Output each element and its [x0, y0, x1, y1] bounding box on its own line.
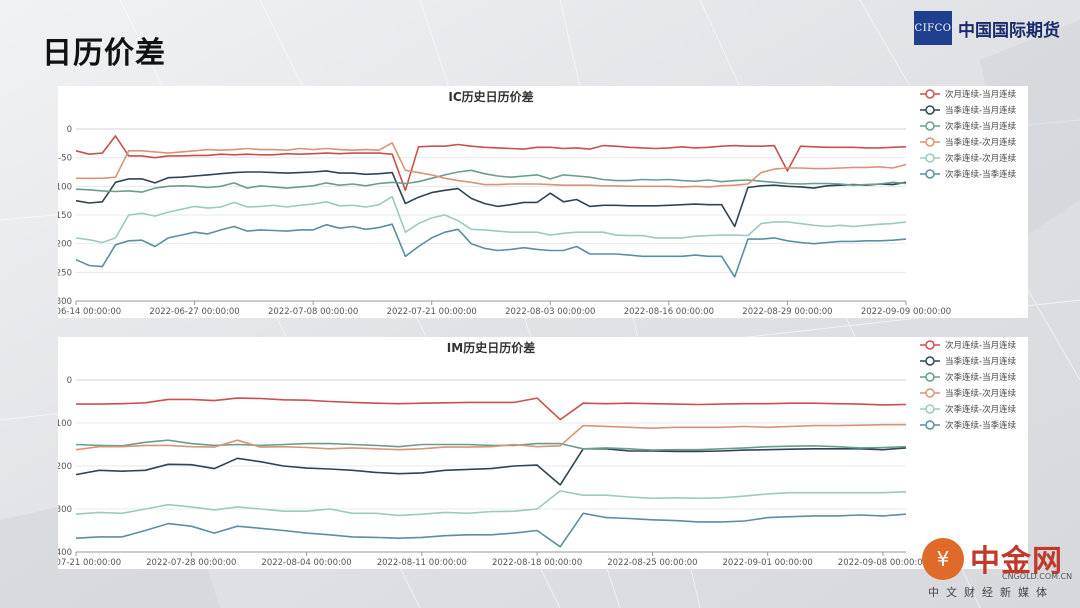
x-tick-label: 2022-08-04 00:00:00 [261, 558, 351, 568]
y-tick-label: -200 [58, 240, 72, 250]
legend-marker [925, 137, 935, 147]
x-tick-label: 2022-08-03 00:00:00 [505, 307, 595, 317]
y-tick-label: -400 [58, 548, 72, 558]
legend-label: 当季连续-当月连续 [945, 356, 1017, 367]
legend-marker [925, 388, 935, 398]
legend-label: 次季连续-当季连续 [945, 420, 1017, 431]
watermark-name: 中金网 [970, 544, 1063, 579]
legend-label: 次季连续-当月连续 [945, 121, 1017, 132]
legend-marker [925, 169, 935, 179]
y-tick-label: -100 [58, 419, 72, 429]
logo-name: 中国国际期货 [958, 20, 1060, 41]
legend-label: 次季连续-当月连续 [945, 372, 1017, 383]
x-tick-label: 2022-09-08 00:00:00 [838, 558, 928, 568]
ic-calendar-spread-chart: IC历史日历价差0-50-100-150-200-250-3002022-06-… [58, 89, 1017, 317]
x-tick-label: 2022-08-16 00:00:00 [624, 307, 714, 317]
legend-label: 当季连续-当月连续 [945, 105, 1017, 116]
legend-marker [925, 356, 935, 366]
series-line-2 [75, 447, 907, 486]
x-tick-label: 2022-06-27 00:00:00 [149, 307, 239, 317]
y-tick-label: -150 [58, 211, 72, 221]
legend-label: 次季连续-次月连续 [945, 404, 1017, 415]
series-line-4 [75, 423, 906, 451]
x-tick-label: 2022-07-08 00:00:00 [268, 307, 358, 317]
watermark: ¥ 中金网 CNGOLD.COM.CN 中文财经新媒体 [918, 532, 1078, 602]
series-line-2 [75, 170, 907, 228]
im-chart-panel: IM历史日历价差 0 -100 -200 -300 -4002022-07-21 00:0… [58, 337, 1028, 569]
x-tick-label: 2022-08-25 00:00:00 [607, 558, 697, 568]
series-line-5 [75, 490, 907, 517]
y-tick-label: -50 [58, 154, 72, 164]
series-line-5 [75, 195, 907, 244]
series-line-1 [76, 397, 907, 421]
legend-marker [925, 121, 935, 131]
y-tick-label: -300 [58, 297, 72, 307]
watermark-subtitle: 中文财经新媒体 [928, 586, 1054, 599]
company-logo: CIFCO 中国国际期货 [914, 10, 1060, 46]
cngold-logo-icon: ¥ [922, 538, 964, 580]
x-tick-label: 2022-08-11 00:00:00 [377, 558, 467, 568]
x-tick-label: 2022-08-29 00:00:00 [742, 307, 832, 317]
legend-marker [925, 89, 935, 99]
legend-marker [925, 420, 935, 430]
x-tick-label: 2022-07-28 00:00:00 [146, 558, 236, 568]
legend-label: 次月连续-当月连续 [945, 340, 1017, 351]
series-line-1 [75, 135, 907, 192]
legend-marker [925, 340, 935, 350]
y-tick-label: -100 [58, 182, 72, 192]
logo-mark: CIFCO [914, 11, 952, 45]
y-tick-label: 0 [67, 376, 72, 386]
y-tick-label: -250 [58, 268, 72, 278]
x-tick-label: 2022-09-09 00:00:00 [861, 307, 951, 317]
y-tick-label: -200 [58, 462, 72, 472]
x-tick-label: 2022-06-14 00:00:00 [58, 307, 121, 317]
legend-marker [925, 105, 935, 115]
im-calendar-spread-chart: IM历史日历价差 0 -100 -200 -300 -4002022-07-21 00:0… [58, 340, 1017, 568]
legend-label: 次季连续-次月连续 [945, 153, 1017, 164]
chart-title: IC历史日历价差 [448, 89, 533, 104]
ic-chart-panel: IC历史日历价差0-50-100-150-200-250-3002022-06-… [58, 86, 1028, 318]
y-tick-label: 0 [67, 125, 72, 135]
series-line-4 [76, 141, 907, 188]
legend-marker [925, 404, 935, 414]
x-tick-label: 2022-09-01 00:00:00 [723, 558, 813, 568]
legend-marker [925, 372, 935, 382]
legend-label: 次季连续-当季连续 [945, 169, 1017, 180]
series-line-6 [75, 223, 907, 278]
series-line-3 [75, 169, 907, 193]
series-line-3 [75, 439, 907, 451]
legend-marker [925, 153, 935, 163]
x-tick-label: 2022-07-21 00:00:00 [387, 307, 477, 317]
x-tick-label: 2022-07-21 00:00:00 [58, 558, 121, 568]
watermark-url: CNGOLD.COM.CN [1002, 572, 1073, 581]
x-tick-label: 2022-08-18 00:00:00 [492, 558, 582, 568]
legend-label: 当季连续-次月连续 [945, 388, 1017, 399]
legend-label: 当季连续-次月连续 [945, 137, 1017, 148]
series-line-6 [75, 512, 907, 548]
slide-title: 日历价差 [42, 36, 166, 71]
y-tick-label: -300 [58, 505, 72, 515]
legend-label: 次月连续-当月连续 [945, 89, 1017, 100]
chart-title: IM历史日历价差 [447, 340, 535, 355]
